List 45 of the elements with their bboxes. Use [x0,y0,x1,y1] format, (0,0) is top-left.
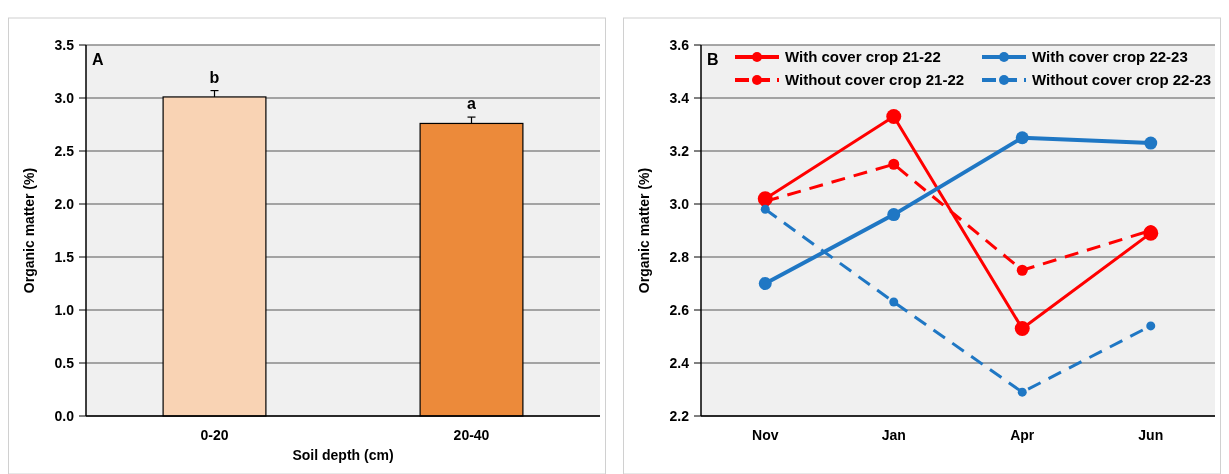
x-tick-label: Jan [881,427,906,443]
x-tick-label: Jun [1138,427,1164,443]
x-tick-label: Apr [1010,427,1035,443]
x-axis-title: Soil depth (cm) [292,447,394,463]
point [888,158,900,170]
point [1017,387,1027,397]
point [886,109,902,125]
legend-label: Without cover crop 22-23 [1032,71,1212,88]
legend-label: Without cover crop 21-22 [785,71,965,88]
point [1014,321,1030,337]
y-tick-label: 2.2 [669,407,690,424]
y-tick-label: 0.5 [54,354,75,371]
y-tick-label: 0.0 [54,407,75,424]
y-tick-label: 2.4 [669,354,690,371]
y-tick-label: 2.8 [669,248,690,265]
annotation: a [467,95,477,113]
legend-label: With cover crop 22-23 [1032,48,1188,65]
annotation: A [92,51,104,68]
point [1144,136,1158,150]
annotation: B [707,51,719,68]
x-tick-label: 0-20 [200,427,229,443]
x-tick-label: Nov [752,427,779,443]
y-tick-label: 3.0 [54,89,75,106]
point [889,297,899,307]
y-tick-label: 3.2 [669,142,690,159]
y-axis-title: Organic matter (%) [636,167,652,294]
x-tick-label: 20-40 [453,427,490,443]
point [758,277,772,290]
y-axis-title: Organic matter (%) [21,167,37,294]
y-tick-label: 1.5 [54,248,75,265]
point [887,208,901,222]
y-tick-label: 3.6 [669,36,690,53]
point [1015,131,1029,145]
y-tick-label: 3.5 [54,36,75,53]
y-tick-label: 1.0 [54,301,75,318]
y-tick-label: 2.6 [669,301,690,318]
y-tick-label: 3.0 [669,195,690,212]
point [760,204,770,214]
y-tick-label: 3.4 [669,89,690,106]
point [1146,321,1156,331]
legend-label: With cover crop 21-22 [785,48,941,65]
y-tick-label: 2.5 [54,142,75,159]
y-tick-label: 2.0 [54,195,75,212]
annotation: b [209,68,220,86]
point [1016,264,1028,276]
